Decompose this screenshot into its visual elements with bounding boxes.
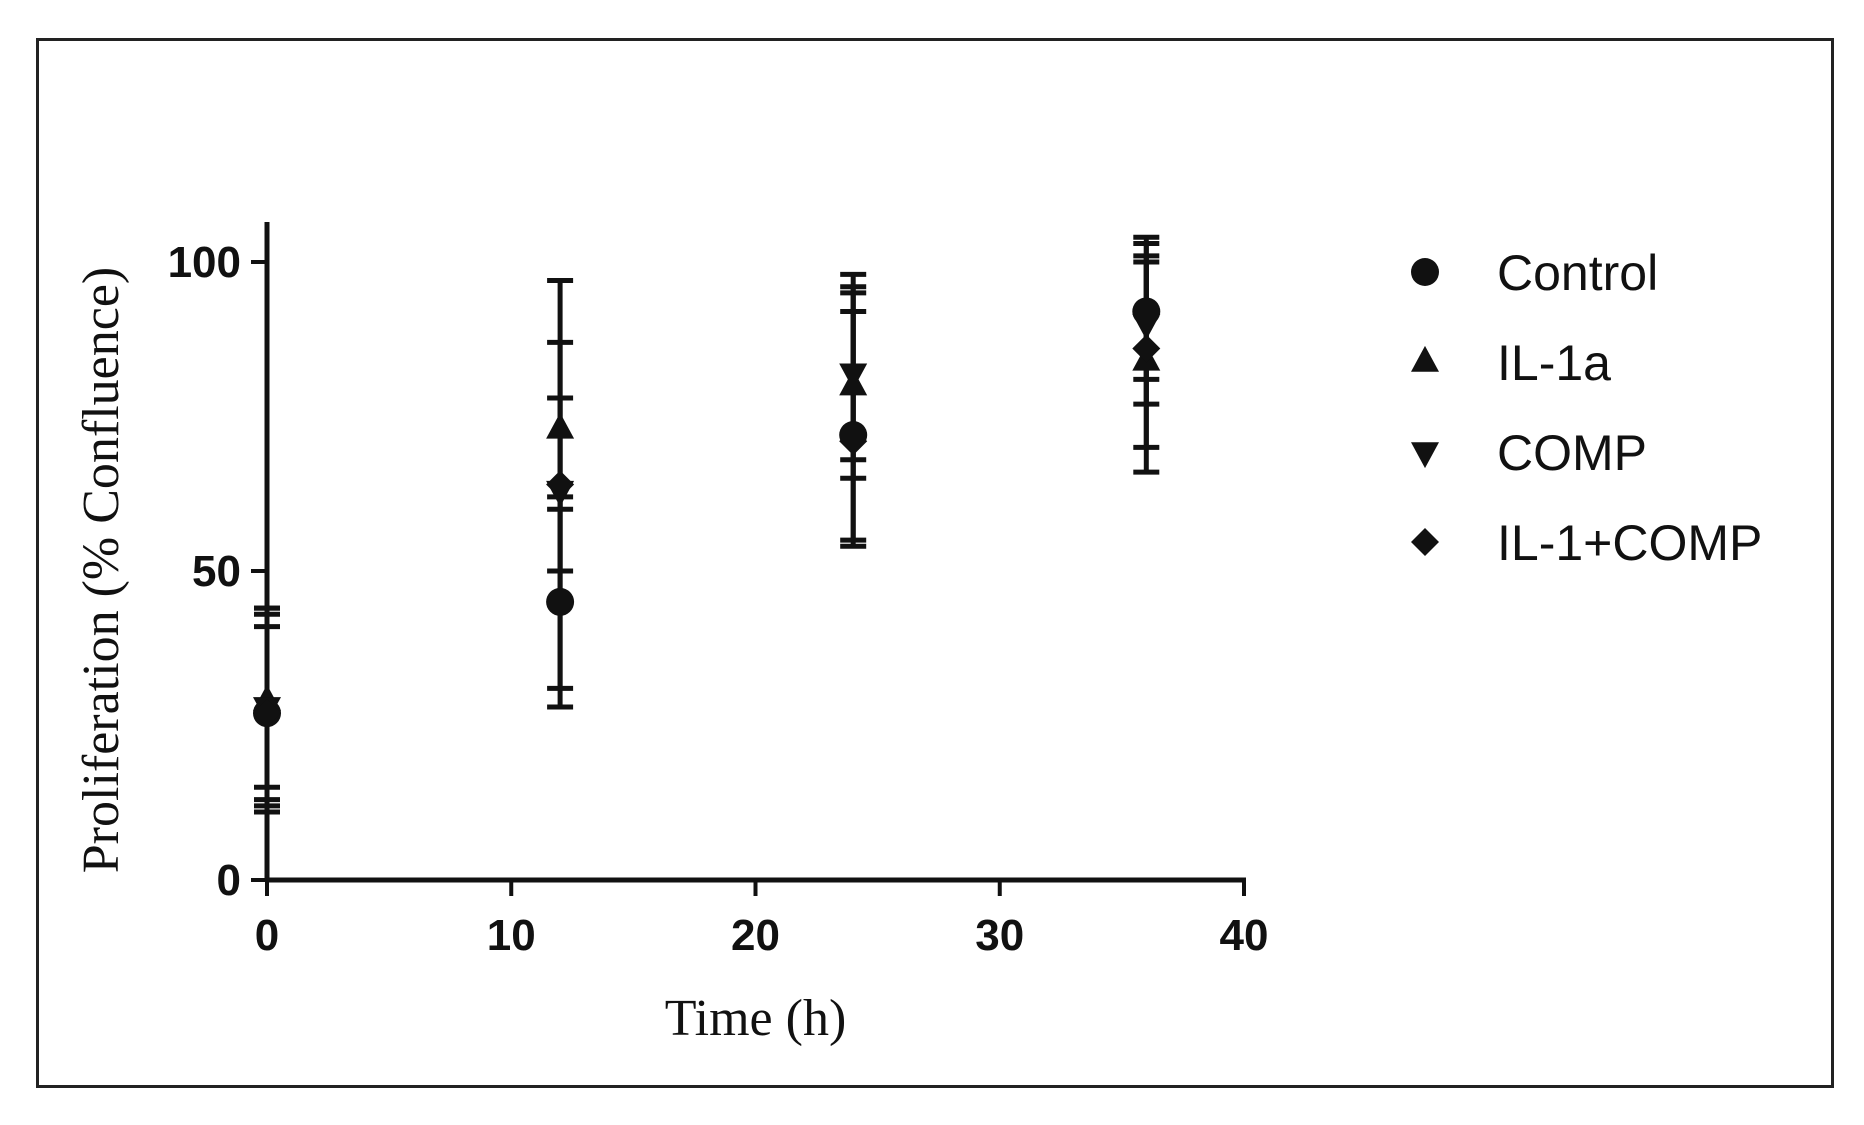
x-tick-label: 30 bbox=[975, 911, 1024, 960]
data-point-il-1-comp bbox=[1132, 334, 1161, 363]
legend-label-il-1-comp: IL-1+COMP bbox=[1497, 515, 1762, 571]
data-point-il-1-comp bbox=[546, 470, 575, 499]
axes: 0 10 20 30 40 0 50 100 bbox=[168, 222, 1269, 960]
markers bbox=[253, 297, 1161, 728]
legend-label-comp: COMP bbox=[1497, 425, 1647, 481]
legend-marker-il-1a bbox=[1411, 345, 1439, 372]
x-axis-title: Time (h) bbox=[665, 990, 847, 1047]
legend: Control IL-1a COMP IL-1+COMP bbox=[1411, 245, 1762, 571]
x-tick-label: 10 bbox=[487, 911, 536, 960]
x-tick-label: 20 bbox=[731, 911, 780, 960]
data-point-comp bbox=[839, 363, 868, 390]
legend-marker-comp bbox=[1411, 442, 1439, 469]
legend-marker-control bbox=[1411, 258, 1439, 286]
data-point-il-1-comp bbox=[253, 699, 281, 728]
data-point-comp bbox=[1132, 314, 1161, 340]
legend-label-control: Control bbox=[1497, 245, 1658, 301]
data-point-il-1-comp bbox=[839, 427, 868, 456]
x-tick-label: 0 bbox=[255, 911, 279, 960]
legend-label-il-1a: IL-1a bbox=[1497, 335, 1611, 391]
x-tick-label: 40 bbox=[1220, 911, 1269, 960]
legend-marker-il-1-comp bbox=[1411, 528, 1439, 556]
y-axis-title: Proliferation (% Confluence) bbox=[73, 267, 130, 873]
data-point-control bbox=[546, 587, 575, 616]
y-tick-label: 50 bbox=[192, 547, 241, 596]
y-tick-label: 0 bbox=[217, 856, 241, 905]
figure-frame bbox=[36, 38, 1834, 1088]
y-tick-label: 100 bbox=[168, 238, 241, 287]
data-point-il-1a bbox=[546, 412, 575, 439]
error-bars bbox=[254, 234, 1160, 815]
